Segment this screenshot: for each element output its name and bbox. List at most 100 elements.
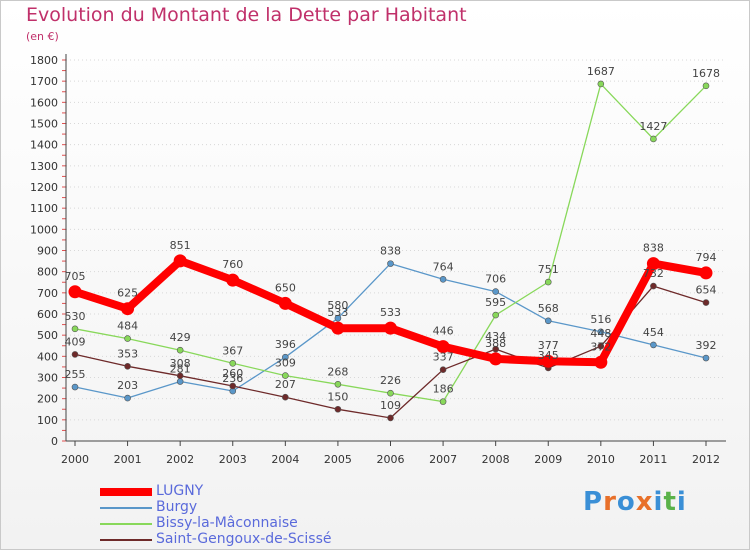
data-point	[278, 296, 292, 310]
data-label: 650	[275, 281, 296, 294]
data-label: 446	[433, 325, 454, 338]
data-label: 353	[117, 347, 138, 360]
x-tick-label: 2009	[534, 453, 562, 466]
x-tick-label: 2000	[61, 453, 89, 466]
y-tick-label: 900	[37, 245, 58, 258]
x-tick-label: 2011	[639, 453, 667, 466]
data-point	[650, 341, 657, 349]
legend-item-bissy[interactable]: Bissy-la-Mâconnaise	[100, 515, 360, 532]
data-point	[282, 372, 289, 379]
legend-label-lugny: LUGNY	[156, 483, 204, 499]
data-label: 396	[275, 338, 296, 351]
data-point	[124, 394, 131, 402]
data-label: 794	[696, 251, 717, 264]
data-point	[436, 340, 450, 354]
data-point	[387, 389, 394, 397]
legend-item-lugny[interactable]: LUGNY	[100, 483, 360, 500]
data-label: 516	[590, 313, 611, 326]
y-tick-label: 1600	[30, 96, 58, 109]
legend: LUGNY Burgy Bissy-la-Mâconnaise Saint-Ge…	[100, 483, 360, 548]
data-point	[541, 354, 555, 368]
y-tick-label: 0	[51, 435, 58, 448]
data-point	[650, 282, 657, 290]
data-label: 568	[538, 302, 559, 315]
data-label: 706	[485, 273, 506, 286]
y-tick-label: 1000	[30, 223, 58, 236]
data-label: 1678	[692, 67, 720, 80]
data-label: 260	[222, 367, 243, 380]
logo-letter: o	[616, 487, 636, 517]
x-tick-label: 2001	[114, 453, 142, 466]
data-label: 392	[696, 339, 717, 352]
data-point	[702, 299, 710, 306]
data-point	[492, 311, 499, 319]
data-label: 533	[327, 306, 348, 319]
x-tick-label: 2006	[377, 453, 405, 466]
data-label: 625	[117, 287, 138, 300]
x-tick-label: 2010	[587, 453, 615, 466]
data-label: 484	[117, 320, 138, 333]
data-label: 760	[222, 258, 243, 271]
legend-swatch-burgy	[100, 507, 152, 509]
y-tick-label: 200	[37, 393, 58, 406]
y-tick-label: 1500	[30, 118, 58, 131]
data-label: 851	[170, 239, 191, 252]
data-label: 308	[170, 357, 191, 370]
data-point	[594, 355, 608, 369]
data-label: 838	[643, 242, 664, 255]
data-label: 226	[380, 374, 401, 387]
data-point	[702, 82, 710, 90]
chart-subtitle: (en €)	[26, 30, 59, 43]
data-label: 388	[485, 337, 506, 350]
data-label: 448	[590, 327, 611, 340]
data-label: 255	[65, 368, 86, 381]
data-label: 409	[65, 335, 86, 348]
x-tick-label: 2003	[219, 453, 247, 466]
data-point	[71, 351, 79, 358]
y-tick-label: 1400	[30, 139, 58, 152]
data-point	[229, 382, 237, 390]
data-label: 309	[275, 357, 296, 370]
legend-item-burgy[interactable]: Burgy	[100, 499, 360, 516]
data-point	[176, 346, 184, 354]
data-label: 705	[65, 270, 86, 283]
logo-letter: i	[653, 487, 664, 517]
data-point	[173, 254, 187, 268]
y-tick-label: 1300	[30, 160, 58, 173]
data-point	[331, 321, 345, 335]
data-point	[489, 352, 503, 366]
x-tick-label: 2005	[324, 453, 352, 466]
data-point	[597, 342, 605, 350]
data-point	[597, 328, 605, 336]
data-point	[492, 288, 499, 295]
data-point	[650, 135, 657, 143]
legend-label-bissy: Bissy-la-Mâconnaise	[156, 515, 298, 531]
logo-letter: i	[676, 487, 687, 517]
legend-swatch-saint-gengoux	[100, 539, 152, 541]
data-label: 1427	[639, 120, 667, 133]
x-tick-label: 2002	[166, 453, 194, 466]
y-tick-label: 500	[37, 329, 58, 342]
data-point	[124, 362, 131, 370]
data-label: 838	[380, 245, 401, 258]
data-label: 345	[538, 349, 559, 362]
legend-item-saint-gengoux[interactable]: Saint-Gengoux-de-Scissé	[100, 531, 360, 548]
data-point	[226, 273, 240, 287]
data-point	[176, 372, 184, 380]
data-point	[646, 257, 660, 271]
data-point	[176, 378, 184, 385]
data-label: 454	[643, 326, 664, 339]
data-point	[124, 335, 131, 342]
logo-letter: x	[635, 487, 654, 517]
y-tick-label: 300	[37, 372, 58, 385]
y-tick-label: 1100	[30, 202, 58, 215]
data-label: 1687	[587, 65, 615, 78]
legend-label-saint-gengoux: Saint-Gengoux-de-Scissé	[156, 531, 332, 547]
data-label: 367	[222, 344, 243, 357]
data-label: 109	[380, 399, 401, 412]
data-label: 580	[327, 299, 348, 312]
data-label: 434	[485, 330, 506, 343]
data-label: 207	[275, 378, 296, 391]
x-tick-label: 2004	[271, 453, 299, 466]
y-tick-label: 1800	[30, 54, 58, 67]
